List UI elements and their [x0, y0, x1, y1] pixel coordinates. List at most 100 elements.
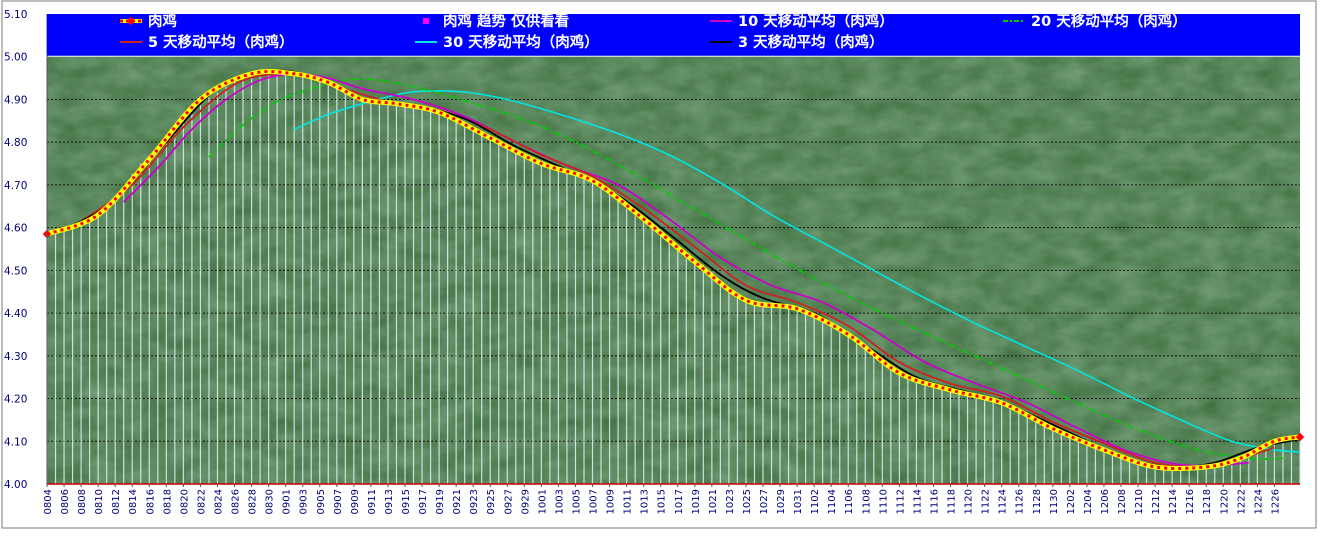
- series-line-5: [293, 90, 1301, 453]
- x-tick-label-12: 0828: [248, 489, 259, 514]
- x-tick-label-3: 0810: [94, 489, 105, 514]
- x-tick-label-60: 1202: [1066, 489, 1077, 514]
- x-tick-label-64: 1210: [1134, 489, 1145, 514]
- x-tick-label-7: 0818: [162, 489, 173, 514]
- y-tick-label-3: 4.30: [4, 351, 27, 363]
- x-tick-label-49: 1110: [878, 489, 889, 514]
- series-marker-1: [1295, 432, 1305, 442]
- x-tick-label-46: 1104: [827, 489, 838, 514]
- y-tick-label-10: 5.00: [4, 52, 27, 64]
- y-tick-label-9: 4.90: [4, 94, 27, 106]
- legend-label-3: 20 天移动平均（肉鸡）: [1031, 12, 1187, 30]
- legend-item-5: 30 天移动平均（肉鸡）: [415, 33, 599, 51]
- x-tick-label-72: 1226: [1270, 489, 1281, 514]
- x-tick-label-55: 1122: [981, 489, 992, 514]
- x-tick-label-56: 1124: [998, 489, 1009, 514]
- x-tick-label-6: 0816: [145, 489, 156, 514]
- legend-swatch-1: [423, 18, 429, 24]
- x-tick-label-39: 1021: [708, 489, 719, 514]
- legend-box: [47, 14, 1300, 56]
- x-tick-label-23: 0919: [435, 489, 446, 514]
- y-tick-label-1: 4.10: [4, 436, 27, 448]
- x-tick-label-8: 0820: [179, 489, 190, 514]
- legend-item-1: 肉鸡 趋势 仅供看看: [423, 12, 569, 30]
- legend-item-6: 3 天移动平均（肉鸡）: [710, 33, 884, 51]
- x-tick-label-16: 0905: [316, 489, 327, 514]
- x-tick-label-41: 1025: [742, 489, 753, 514]
- x-tick-label-18: 0909: [350, 489, 361, 514]
- x-tick-label-28: 0929: [520, 489, 531, 514]
- series-line-main: [46, 70, 1301, 471]
- x-tick-label-67: 1216: [1185, 489, 1196, 514]
- x-tick-label-59: 1130: [1049, 489, 1060, 514]
- x-tick-label-70: 1222: [1236, 489, 1247, 514]
- x-tick-label-10: 0824: [213, 489, 224, 514]
- x-tick-label-4: 0812: [111, 489, 122, 514]
- x-tick-label-65: 1212: [1151, 489, 1162, 514]
- legend-item-3: 20 天移动平均（肉鸡）: [1003, 12, 1187, 30]
- legend-label-1: 肉鸡 趋势 仅供看看: [443, 12, 569, 30]
- x-tick-label-25: 0923: [469, 489, 480, 514]
- x-tick-label-27: 0927: [503, 489, 514, 514]
- x-tick-label-29: 1001: [537, 489, 548, 514]
- y-axis: 4.00 4.10 4.20 4.30 4.40 4.50 4.60 4.70 4.80 4.90…: [4, 9, 48, 491]
- x-tick-label-52: 1116: [929, 489, 940, 514]
- x-tick-label-13: 0830: [265, 489, 276, 514]
- x-tick-label-50: 1112: [895, 489, 906, 514]
- x-tick-label-51: 1114: [912, 489, 923, 514]
- drop-lines: [46, 73, 1301, 484]
- legend-label-4: 5 天移动平均（肉鸡）: [148, 33, 294, 51]
- x-tick-label-58: 1128: [1032, 489, 1043, 514]
- x-tick-label-17: 0907: [333, 489, 344, 514]
- legend-label-2: 10 天移动平均（肉鸡）: [738, 12, 894, 30]
- x-tick-label-69: 1220: [1219, 489, 1230, 514]
- y-tick-label-4: 4.40: [4, 308, 27, 320]
- legend-label-0: 肉鸡: [148, 12, 177, 30]
- x-tick-label-44: 1031: [793, 489, 804, 514]
- y-tick-label-8: 4.80: [4, 137, 27, 149]
- y-tick-label-11: 5.10: [4, 9, 27, 21]
- x-tick-label-19: 0911: [367, 489, 378, 514]
- legend-label-6: 3 天移动平均（肉鸡）: [738, 33, 884, 51]
- x-tick-label-5: 0814: [128, 489, 139, 514]
- x-tick-label-54: 1120: [964, 489, 975, 514]
- x-tick-label-68: 1218: [1202, 489, 1213, 514]
- x-tick-label-24: 0921: [452, 489, 463, 514]
- x-tick-label-22: 0917: [418, 489, 429, 514]
- x-tick-label-48: 1108: [861, 489, 872, 514]
- x-tick-label-31: 1005: [571, 489, 582, 514]
- x-tick-label-14: 0901: [282, 489, 293, 514]
- legend: 肉鸡 肉鸡 趋势 仅供看看 10 天移动平均（肉鸡） 20 天移动平均（肉鸡） 5 天移…: [47, 12, 1300, 56]
- x-tick-label-35: 1013: [640, 489, 651, 514]
- y-tick-label-7: 4.70: [4, 180, 27, 192]
- x-tick-label-47: 1106: [844, 489, 855, 514]
- x-tick-label-66: 1214: [1168, 489, 1179, 514]
- x-tick-label-32: 1007: [589, 489, 600, 514]
- x-tick-label-63: 1208: [1117, 489, 1128, 514]
- x-tick-label-38: 1019: [691, 489, 702, 514]
- x-tick-label-42: 1027: [759, 489, 770, 514]
- x-tick-label-15: 0903: [299, 489, 310, 514]
- x-tick-label-71: 1224: [1253, 489, 1264, 514]
- x-tick-label-57: 1126: [1015, 489, 1026, 514]
- y-tick-label-0: 4.00: [4, 479, 27, 491]
- x-tick-label-9: 0822: [196, 489, 207, 514]
- legend-item-2: 10 天移动平均（肉鸡）: [710, 12, 894, 30]
- x-tick-label-40: 1023: [725, 489, 736, 514]
- x-tick-label-61: 1204: [1083, 489, 1094, 514]
- x-tick-label-33: 1009: [606, 489, 617, 514]
- grid-lines: [47, 98, 1300, 442]
- x-tick-label-45: 1102: [810, 489, 821, 514]
- x-tick-label-34: 1011: [623, 489, 634, 514]
- y-tick-label-6: 4.60: [4, 223, 27, 235]
- x-tick-label-2: 0808: [77, 489, 88, 514]
- x-axis: 0804 0806 0808 0810 0812 0814 0816 0818 0820 0822…: [43, 483, 1300, 514]
- legend-item-4: 5 天移动平均（肉鸡）: [120, 33, 294, 51]
- x-tick-label-1: 0806: [60, 489, 71, 514]
- x-tick-label-21: 0915: [401, 489, 412, 514]
- y-tick-label-5: 4.50: [4, 265, 27, 277]
- x-tick-label-53: 1118: [947, 489, 958, 514]
- x-tick-label-36: 1015: [657, 489, 668, 514]
